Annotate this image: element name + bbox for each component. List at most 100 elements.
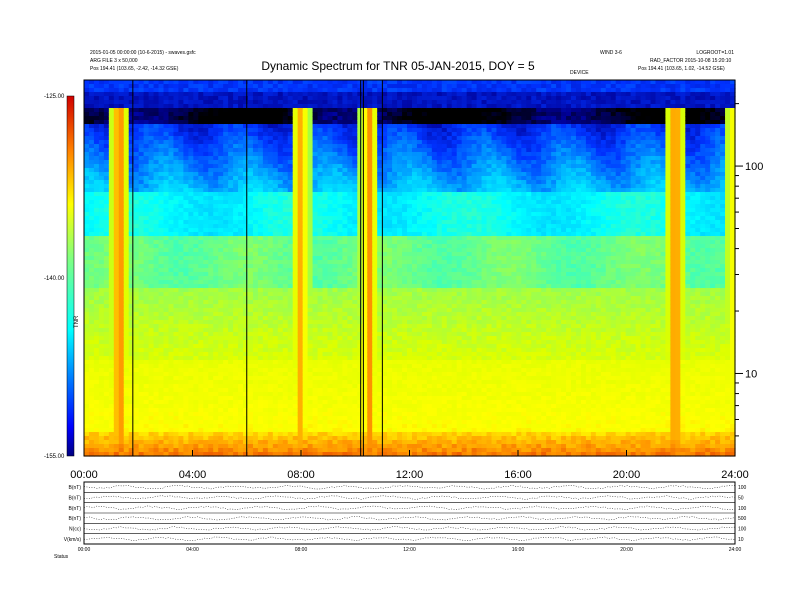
spectrogram-cell [168,292,175,297]
spectrogram-cell [93,440,100,445]
spectrogram-cell [163,272,170,277]
spectrogram-cell [143,376,150,381]
spectrogram-cell [188,312,194,317]
spectrogram-cell [302,264,309,269]
spectrogram-cell [342,96,348,101]
spectrogram-cell [93,320,100,325]
spectrogram-cell [292,112,299,117]
spectrogram-cell [123,152,130,157]
spectrogram-cell [277,368,284,373]
spectrogram-cell [153,324,160,329]
spectrogram-cell [243,216,249,221]
spectrogram-cell [243,232,249,237]
spectrogram-cell [143,104,150,109]
spectrogram-cell [267,320,274,325]
spectrogram-cell [337,208,344,213]
spectrogram-cell [277,416,284,421]
spectrogram-cell [317,324,324,329]
spectrogram-cell [302,352,309,357]
spectrogram-cell [123,432,130,437]
spectrogram-cell [277,284,284,289]
spectrogram-cell [262,196,269,201]
spectrogram-cell [193,232,199,237]
spectrogram-cell [282,116,289,121]
spectrogram-cell [98,304,105,309]
spectrogram-cell [123,384,130,389]
spectrogram-cell [243,424,249,429]
spectrogram-cell [322,412,329,417]
spectrogram-cell [252,128,259,133]
spectrogram-cell [108,188,115,193]
spectrogram-cell [168,392,175,397]
spectrogram-cell [218,128,224,133]
spectrogram-cell [322,448,329,453]
spectrogram-cell [218,132,224,137]
spectrogram-cell [282,448,289,453]
spectrogram-cell [93,312,100,317]
spectrogram-cell [257,336,264,341]
spectrogram-cell [252,316,259,321]
spectrogram-cell [342,260,348,265]
spectrogram-cell [93,204,100,209]
spectrogram-cell [198,288,204,293]
spectrogram-cell [322,400,329,405]
spectrogram-cell [317,204,324,209]
spectrogram-cell [282,80,289,85]
spectrogram-cell [143,132,150,137]
spectrogram-cell [272,304,279,309]
spectrogram-cell [277,208,284,213]
spectrogram-cell [108,288,115,293]
spectrogram-cell [307,176,314,181]
spectrogram-cell [228,396,234,401]
spectrogram-cell [312,288,319,293]
spectrogram-cell [302,216,309,221]
spectrogram-cell [262,152,269,157]
spectrogram-cell [233,196,239,201]
spectrogram-cell [252,196,259,201]
spectrogram-cell [317,172,324,177]
spectrogram-cell [84,332,90,337]
spectrogram-cell [158,372,165,377]
spectrogram-cell [302,416,309,421]
spectrogram-cell [267,408,274,413]
spectrogram-cell [307,372,314,377]
spectrogram-cell [84,432,90,437]
spectrogram-cell [93,340,100,345]
spectrogram-cell [238,360,244,365]
spectrogram-cell [307,284,314,289]
spectrogram-cell [158,208,165,213]
spectrogram-cell [252,280,259,285]
spectrogram-cell [113,316,120,321]
spectrogram-cell [287,224,294,229]
spectrogram-cell [342,236,348,241]
spectrogram-cell [158,384,165,389]
spectrogram-cell [173,268,180,273]
spectrogram-cell [218,368,224,373]
spectrogram-cell [322,224,329,229]
spectrogram-cell [98,404,105,409]
spectrogram-cell [277,440,284,445]
spectrogram-cell [198,84,204,89]
spectrogram-cell [307,336,314,341]
spectrogram-cell [238,292,244,297]
spectrogram-cell [158,112,165,117]
spectrogram-cell [143,372,150,377]
spectrogram-cell [178,204,184,209]
spectrogram-cell [218,448,224,453]
spectrogram-cell [103,120,110,125]
spectrogram-cell [183,100,189,105]
spectrogram-cell [238,420,244,425]
spectrogram-cell [148,404,155,409]
spectrogram-cell [108,280,115,285]
spectrogram-cell [292,124,299,129]
spectrogram-cell [247,272,254,277]
spectrogram-cell [252,264,259,269]
spectrogram-cell [322,316,329,321]
spectrogram-cell [183,84,189,89]
spectrogram-cell [123,120,130,125]
spectrogram-cell [223,252,229,257]
spectrogram-cell [183,284,189,289]
spectrogram-cell [257,132,264,137]
spectrogram-cell [312,108,319,113]
spectrogram-cell [93,260,100,265]
